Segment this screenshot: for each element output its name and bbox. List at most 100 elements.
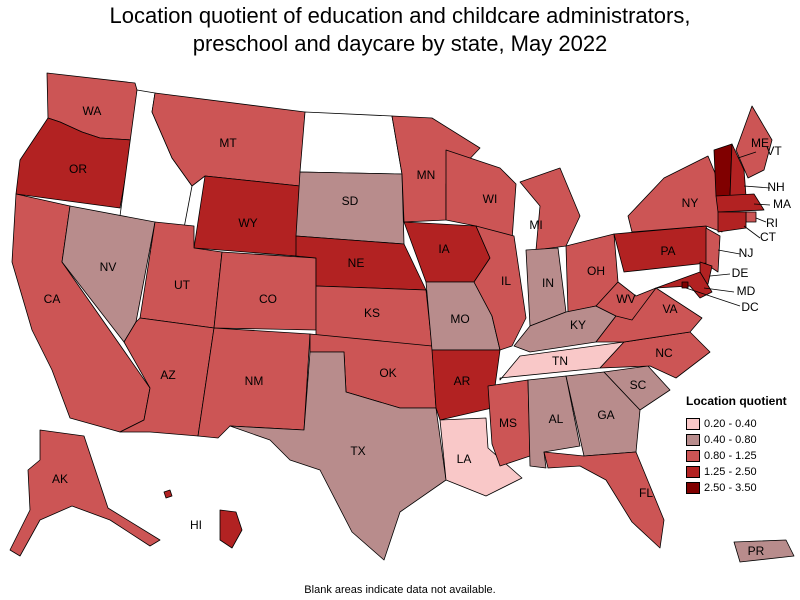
state-label-fl: FL (639, 486, 653, 500)
legend-item: 2.50 - 3.50 (686, 480, 787, 496)
state-ct (717, 211, 747, 233)
state-ma (715, 193, 765, 213)
state-label-de: DE (732, 266, 749, 280)
state-label-hi: HI (190, 518, 202, 532)
state-label-ma: MA (773, 197, 791, 211)
leader-line-de (709, 273, 731, 277)
state-label-la: LA (457, 452, 472, 466)
state-label-ne: NE (348, 256, 365, 270)
map-title: Location quotient of education and child… (0, 2, 800, 58)
leader-line-vt (737, 151, 757, 159)
state-nj (705, 227, 721, 273)
leader-line-nj (717, 249, 741, 255)
state-ak (9, 429, 161, 557)
state-label-wv: WV (616, 292, 635, 306)
legend-label: 1.25 - 2.50 (704, 466, 757, 478)
state-label-pr: PR (748, 544, 765, 558)
state-label-ia: IA (438, 242, 449, 256)
leader-line-nh (743, 185, 771, 189)
state-label-ak: AK (52, 472, 68, 486)
state-label-wi: WI (483, 192, 498, 206)
state-label-ky: KY (570, 318, 586, 332)
legend-label: 0.80 - 1.25 (704, 450, 757, 462)
leader-line-md (703, 287, 735, 293)
footnote: Blank areas indicate data not available. (304, 584, 496, 596)
state-label-ny: NY (682, 196, 699, 210)
legend-label: 0.20 - 0.40 (704, 418, 757, 430)
state-label-nc: NC (655, 346, 673, 360)
state-label-il: IL (501, 274, 511, 288)
state-la (439, 417, 523, 497)
leader-line-ma (753, 203, 771, 206)
state-label-ok: OK (379, 366, 396, 380)
state-label-ct: CT (760, 230, 777, 244)
state-label-az: AZ (160, 368, 175, 382)
leader-line-ri (755, 217, 767, 223)
state-label-mo: MO (450, 312, 469, 326)
state-label-co: CO (259, 292, 277, 306)
state-label-mi: MI (529, 218, 542, 232)
state-label-nh: NH (767, 180, 784, 194)
state-label-ut: UT (174, 278, 191, 292)
state-label-in: IN (542, 276, 554, 290)
state-co (213, 251, 317, 331)
legend-item: 0.80 - 1.25 (686, 448, 787, 464)
state-label-ga: GA (597, 408, 614, 422)
state-label-tn: TN (552, 354, 568, 368)
us-choropleth-map: WA OR CA NV MT WY UT AZ CO NM SD NE KS OK TX MN IA MO AR LA… (9, 72, 795, 563)
state-label-or: OR (69, 162, 87, 176)
state-sc (603, 365, 671, 411)
state-label-me: ME (751, 136, 769, 150)
state-tx (229, 351, 447, 561)
state-vt (713, 143, 733, 197)
state-mi (519, 167, 581, 251)
state-ar (431, 349, 501, 421)
legend-swatch (686, 434, 700, 446)
state-label-sd: SD (342, 194, 359, 208)
state-label-nj: NJ (739, 246, 754, 260)
state-label-ca: CA (44, 292, 61, 306)
state-label-vt: VT (766, 144, 782, 158)
state-ms (487, 379, 531, 467)
legend-item: 1.25 - 2.50 (686, 464, 787, 480)
state-pr (733, 539, 795, 563)
state-label-nv: NV (100, 260, 117, 274)
state-label-wy: WY (238, 216, 257, 230)
legend-item: 0.40 - 0.80 (686, 432, 787, 448)
state-label-nm: NM (245, 374, 264, 388)
state-fl (543, 451, 665, 549)
legend-item: 0.20 - 0.40 (686, 416, 787, 432)
state-dc (681, 281, 689, 289)
state-hi (163, 489, 243, 549)
state-label-sc: SC (630, 378, 647, 392)
state-ga (565, 371, 641, 457)
legend-swatch (686, 482, 700, 494)
legend: Location quotient 0.20 - 0.40 0.40 - 0.80… (686, 394, 787, 496)
state-label-ar: AR (454, 374, 471, 388)
legend-swatch (686, 418, 700, 430)
state-ny (627, 155, 723, 233)
state-label-md: MD (737, 284, 756, 298)
state-label-pa: PA (660, 244, 675, 258)
state-label-al: AL (549, 412, 564, 426)
state-il (473, 225, 527, 351)
title-line-1: Location quotient of education and child… (109, 3, 691, 28)
state-label-wa: WA (83, 104, 102, 118)
state-label-tx: TX (350, 444, 365, 458)
state-me (735, 105, 773, 179)
state-label-ks: KS (364, 306, 380, 320)
legend-swatch (686, 450, 700, 462)
legend-label: 2.50 - 3.50 (704, 482, 757, 494)
state-label-va: VA (662, 302, 677, 316)
state-label-dc: DC (741, 300, 759, 314)
legend-label: 0.40 - 0.80 (704, 434, 757, 446)
title-line-2: preschool and daycare by state, May 2022 (192, 31, 608, 56)
state-label-oh: OH (587, 264, 605, 278)
state-label-mn: MN (417, 168, 436, 182)
leader-line-dc (685, 287, 741, 307)
leader-line-ct (743, 225, 761, 239)
state-label-mt: MT (219, 136, 237, 150)
state-nd (299, 111, 403, 175)
state-label-ri: RI (766, 216, 778, 230)
state-label-ms: MS (499, 416, 517, 430)
